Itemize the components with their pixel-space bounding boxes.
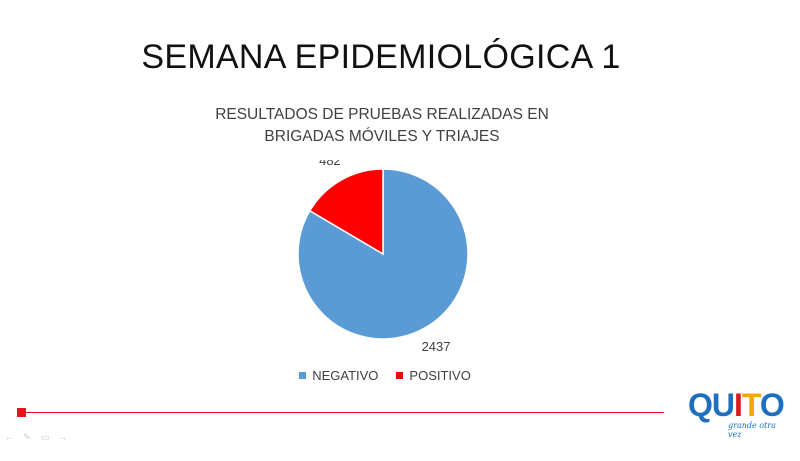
- footer-divider: [22, 412, 664, 413]
- pie-slice-positivo: [308, 168, 384, 256]
- legend-swatch-negativo: [299, 372, 307, 379]
- legend-item-negativo: NEGATIVO: [299, 368, 378, 383]
- logo-letter-t: T: [741, 387, 761, 423]
- slideshow-controls: ← ✎ ▭ →: [4, 432, 68, 443]
- logo-letter-i: I: [734, 387, 743, 423]
- pie-slice-negativo: [297, 168, 469, 340]
- logo-wordmark: QUITO: [688, 387, 785, 423]
- slides-menu-icon[interactable]: ▭: [40, 432, 50, 442]
- logo-tagline: grande otra vez: [728, 421, 776, 439]
- legend-label-positivo: POSITIVO: [409, 368, 471, 383]
- slide-title: SEMANA EPIDEMIOLÓGICA 1: [141, 38, 621, 76]
- chart-title-line-1: RESULTADOS DE PRUEBAS REALIZADAS EN: [215, 106, 549, 123]
- logo-letters-qu: QU: [688, 387, 735, 423]
- chart-title-line-2: BRIGADAS MÓVILES Y TRIAJES: [264, 128, 500, 145]
- pen-icon[interactable]: ✎: [23, 432, 31, 442]
- chart-title: RESULTADOS DE PRUEBAS REALIZADAS EN BRIG…: [182, 104, 582, 148]
- data-label-negativo: 2437: [422, 339, 451, 354]
- previous-slide-icon[interactable]: ←: [4, 432, 14, 442]
- legend-swatch-positivo: [396, 372, 404, 379]
- footer-accent-square: [17, 408, 26, 417]
- legend-label-negativo: NEGATIVO: [312, 368, 379, 383]
- pie-chart: 2437 482: [297, 160, 469, 354]
- next-slide-icon[interactable]: →: [58, 432, 68, 442]
- legend-item-positivo: POSITIVO: [396, 368, 471, 383]
- data-label-positivo: 482: [319, 160, 341, 168]
- chart-legend: NEGATIVO POSITIVO: [0, 368, 770, 383]
- logo-letter-o: O: [759, 387, 785, 423]
- quito-logo: QUITO grande otra vez: [688, 387, 788, 439]
